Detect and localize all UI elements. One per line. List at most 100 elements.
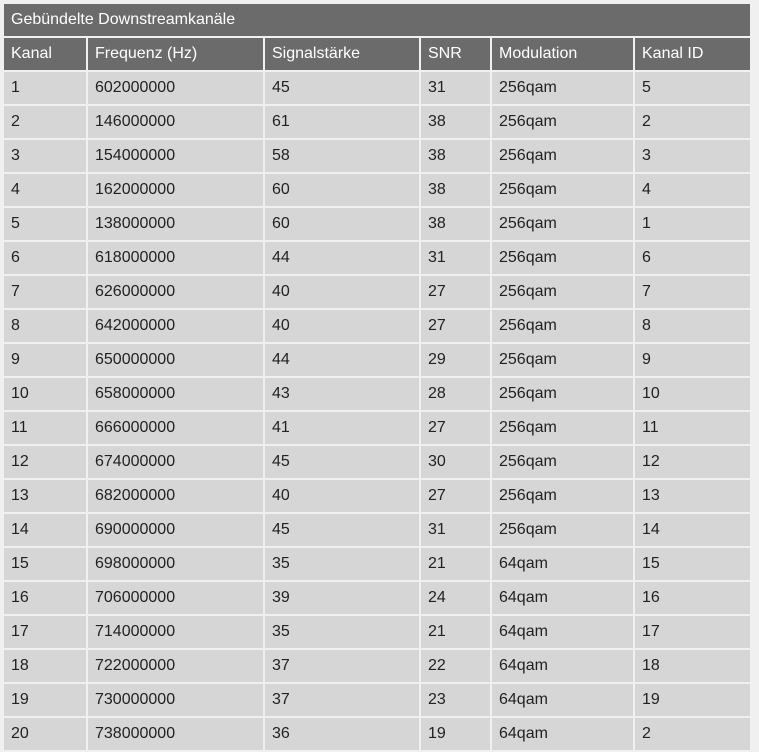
column-header-kanal: Kanal: [4, 38, 86, 70]
cell-kanal: 3: [4, 140, 86, 172]
cell-snr: 22: [421, 650, 490, 682]
cell-modulation: 256qam: [492, 174, 633, 206]
downstream-channels-panel: Gebündelte Downstreamkanäle Kanal Frequen…: [4, 4, 750, 752]
cell-frequenz: 666000000: [88, 412, 263, 444]
cell-signalstaerke: 58: [265, 140, 419, 172]
cell-frequenz: 650000000: [88, 344, 263, 376]
cell-kanal: 16: [4, 582, 86, 614]
cell-kanal: 9: [4, 344, 86, 376]
cell-snr: 27: [421, 276, 490, 308]
cell-frequenz: 706000000: [88, 582, 263, 614]
cell-modulation: 256qam: [492, 480, 633, 512]
table-row: 19 730000000 37 23 64qam 19: [4, 684, 750, 716]
cell-kanal-id: 2: [635, 106, 750, 138]
cell-signalstaerke: 40: [265, 310, 419, 342]
cell-modulation: 64qam: [492, 684, 633, 716]
cell-signalstaerke: 35: [265, 616, 419, 648]
cell-modulation: 256qam: [492, 514, 633, 546]
cell-modulation: 256qam: [492, 344, 633, 376]
cell-kanal: 4: [4, 174, 86, 206]
cell-kanal: 1: [4, 72, 86, 104]
cell-snr: 27: [421, 412, 490, 444]
cell-kanal-id: 19: [635, 684, 750, 716]
cell-snr: 28: [421, 378, 490, 410]
cell-kanal: 7: [4, 276, 86, 308]
cell-modulation: 256qam: [492, 412, 633, 444]
cell-modulation: 64qam: [492, 582, 633, 614]
cell-snr: 30: [421, 446, 490, 478]
cell-kanal: 6: [4, 242, 86, 274]
downstream-channels-table: Kanal Frequenz (Hz) Signalstärke SNR Modulat…: [2, 36, 752, 752]
cell-kanal-id: 15: [635, 548, 750, 580]
table-row: 13 682000000 40 27 256qam 13: [4, 480, 750, 512]
cell-frequenz: 674000000: [88, 446, 263, 478]
cell-signalstaerke: 45: [265, 514, 419, 546]
cell-kanal: 17: [4, 616, 86, 648]
cell-snr: 19: [421, 718, 490, 750]
cell-signalstaerke: 44: [265, 344, 419, 376]
cell-modulation: 256qam: [492, 310, 633, 342]
cell-snr: 24: [421, 582, 490, 614]
table-row: 14 690000000 45 31 256qam 14: [4, 514, 750, 546]
table-row: 18 722000000 37 22 64qam 18: [4, 650, 750, 682]
cell-frequenz: 658000000: [88, 378, 263, 410]
cell-frequenz: 738000000: [88, 718, 263, 750]
cell-kanal-id: 5: [635, 72, 750, 104]
cell-frequenz: 146000000: [88, 106, 263, 138]
cell-kanal: 8: [4, 310, 86, 342]
cell-modulation: 256qam: [492, 106, 633, 138]
cell-snr: 38: [421, 140, 490, 172]
cell-modulation: 64qam: [492, 650, 633, 682]
cell-kanal-id: 14: [635, 514, 750, 546]
cell-frequenz: 626000000: [88, 276, 263, 308]
cell-modulation: 256qam: [492, 378, 633, 410]
cell-snr: 23: [421, 684, 490, 716]
cell-kanal: 13: [4, 480, 86, 512]
cell-frequenz: 154000000: [88, 140, 263, 172]
cell-kanal: 5: [4, 208, 86, 240]
cell-kanal-id: 11: [635, 412, 750, 444]
table-row: 12 674000000 45 30 256qam 12: [4, 446, 750, 478]
cell-kanal-id: 9: [635, 344, 750, 376]
table-row: 2 146000000 61 38 256qam 2: [4, 106, 750, 138]
cell-signalstaerke: 37: [265, 684, 419, 716]
cell-frequenz: 642000000: [88, 310, 263, 342]
cell-signalstaerke: 36: [265, 718, 419, 750]
cell-kanal: 11: [4, 412, 86, 444]
cell-kanal-id: 16: [635, 582, 750, 614]
cell-kanal: 10: [4, 378, 86, 410]
cell-kanal-id: 8: [635, 310, 750, 342]
cell-frequenz: 690000000: [88, 514, 263, 546]
cell-frequenz: 138000000: [88, 208, 263, 240]
column-header-signalstaerke: Signalstärke: [265, 38, 419, 70]
column-header-frequenz: Frequenz (Hz): [88, 38, 263, 70]
cell-snr: 27: [421, 310, 490, 342]
cell-modulation: 256qam: [492, 446, 633, 478]
table-row: 4 162000000 60 38 256qam 4: [4, 174, 750, 206]
table-row: 17 714000000 35 21 64qam 17: [4, 616, 750, 648]
cell-kanal-id: 6: [635, 242, 750, 274]
panel-title: Gebündelte Downstreamkanäle: [4, 4, 750, 36]
cell-signalstaerke: 60: [265, 208, 419, 240]
cell-kanal-id: 4: [635, 174, 750, 206]
cell-signalstaerke: 35: [265, 548, 419, 580]
cell-frequenz: 722000000: [88, 650, 263, 682]
cell-kanal: 19: [4, 684, 86, 716]
cell-signalstaerke: 60: [265, 174, 419, 206]
cell-signalstaerke: 37: [265, 650, 419, 682]
table-row: 6 618000000 44 31 256qam 6: [4, 242, 750, 274]
cell-modulation: 64qam: [492, 616, 633, 648]
cell-frequenz: 698000000: [88, 548, 263, 580]
cell-kanal-id: 13: [635, 480, 750, 512]
cell-kanal-id: 17: [635, 616, 750, 648]
cell-signalstaerke: 41: [265, 412, 419, 444]
table-row: 20 738000000 36 19 64qam 2: [4, 718, 750, 750]
cell-kanal-id: 12: [635, 446, 750, 478]
column-header-kanal-id: Kanal ID: [635, 38, 750, 70]
cell-kanal-id: 1: [635, 208, 750, 240]
cell-modulation: 256qam: [492, 140, 633, 172]
column-header-snr: SNR: [421, 38, 490, 70]
cell-signalstaerke: 44: [265, 242, 419, 274]
table-row: 5 138000000 60 38 256qam 1: [4, 208, 750, 240]
cell-snr: 21: [421, 548, 490, 580]
